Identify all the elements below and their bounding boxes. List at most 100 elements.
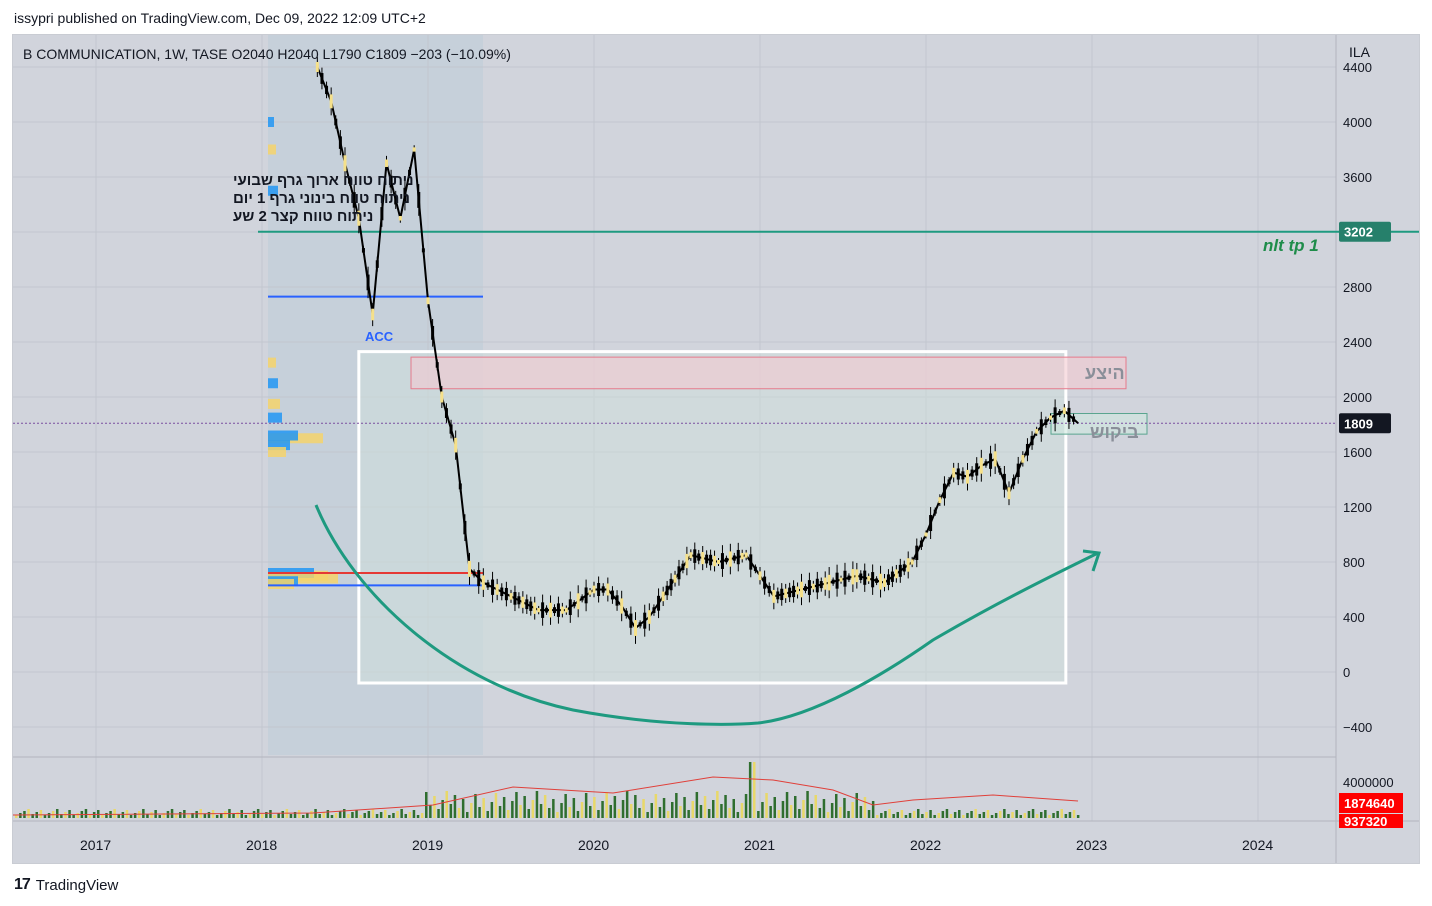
volume-bar [293,812,297,818]
volume-bar [572,798,576,818]
volume-bar [338,811,342,818]
volume-bar [310,811,313,818]
volume-bar [314,809,317,818]
candle-body [998,468,1002,473]
volume-bar [507,810,510,818]
candle-body [361,248,365,253]
candle-body [435,362,439,368]
volume-bar [224,811,227,818]
volume-bar [15,815,18,818]
volume-profile-bar [268,412,282,423]
candle-body [740,552,744,560]
volume-bar [84,809,88,818]
volume-bar [359,815,362,818]
candle-body [472,571,476,576]
volume-bar [68,810,71,818]
volume-bar [912,811,916,818]
volume-bar [1007,814,1010,818]
footer-brand[interactable]: TradingView [35,876,119,894]
candle-body [468,560,471,577]
candle-body [1021,455,1025,463]
volume-bar [166,811,170,818]
candle-body [970,469,974,477]
candle-body [509,593,513,600]
candle-body [408,169,412,176]
volume-bar [601,801,604,818]
volume-bar [195,811,198,818]
volume-bar [457,808,461,818]
volume-avg-badge-bg [1339,793,1403,813]
volume-bar [60,814,63,818]
candle-body [886,574,890,585]
candle-body [780,588,784,601]
volume-bar [121,812,125,818]
volume-bar [88,814,92,818]
candle-body [728,551,732,567]
analysis-note: ניתוח טווח בינוני גרף 1 יום [233,190,410,207]
volume-bar [1031,809,1035,818]
volume-profile-bar [268,398,280,409]
candle-body [661,591,665,602]
volume-bar [736,812,740,818]
volume-bar [884,811,887,818]
candle-body [588,590,592,595]
candle-body [1025,443,1029,456]
volume-bar [757,811,760,818]
volume-bar [761,802,764,818]
volume-bar [302,815,305,818]
volume-bar [712,800,715,818]
volume-bar [617,809,621,818]
demand-label: ביקוש [1090,422,1139,442]
volume-bar [527,809,530,818]
volume-bar [343,809,346,818]
candle-body [533,602,537,614]
candle-body [902,564,906,572]
volume-bar [232,814,235,818]
price-chart[interactable]: 440040003600280024002000160012008004000−… [13,35,1419,863]
volume-bar [863,797,867,818]
candle-body [580,596,584,601]
analysis-note: ניתוח טווח ארוך גרף שבועי [233,172,414,189]
x-tick-label: 2024 [1242,837,1273,853]
candle-body [855,569,859,583]
volume-bar [19,813,22,818]
candle-body [867,576,871,582]
volume-bar [203,814,207,818]
volume-bar [859,806,863,818]
volume-bar [679,806,682,818]
candle-body [758,571,762,581]
candle-body [792,585,796,598]
volume-profile-bar [268,573,338,584]
candle-body [933,509,937,514]
volume-bar [666,811,670,818]
chart-frame[interactable]: 4400 4000 3600 2800 2400 2000 1600 1200 800 400 0−… [12,34,1420,864]
candle-body [1012,478,1016,486]
volume-bar [240,810,243,818]
candle-body [1072,416,1076,422]
y-tick-label: 4000 [1343,115,1372,130]
volume-bar [470,803,473,818]
volume-bar [515,792,518,818]
volume-bar [1076,815,1080,818]
volume-bar [560,803,563,818]
candle-body [898,564,902,577]
candle-body [615,595,619,606]
candle-body [720,553,724,569]
volume-bar [630,804,633,818]
candle-body [807,580,811,595]
tradingview-logo-icon[interactable]: 17 [14,876,31,893]
candle-body [847,575,851,580]
volume-bar [306,813,309,818]
volume-bar [1072,810,1076,818]
volume-bar [215,815,219,818]
volume-bar [371,809,375,818]
candle-body [366,274,370,291]
volume-bar [744,794,748,818]
chart-legend: B COMMUNICATION, 1W, TASE O2040 H2040 L1… [23,46,511,62]
volume-bar [466,812,469,818]
volume-bar [244,815,248,818]
y-tick-label: 400 [1343,610,1365,625]
volume-bar [642,799,645,818]
volume-bar [158,815,161,818]
volume-bar [769,806,772,818]
